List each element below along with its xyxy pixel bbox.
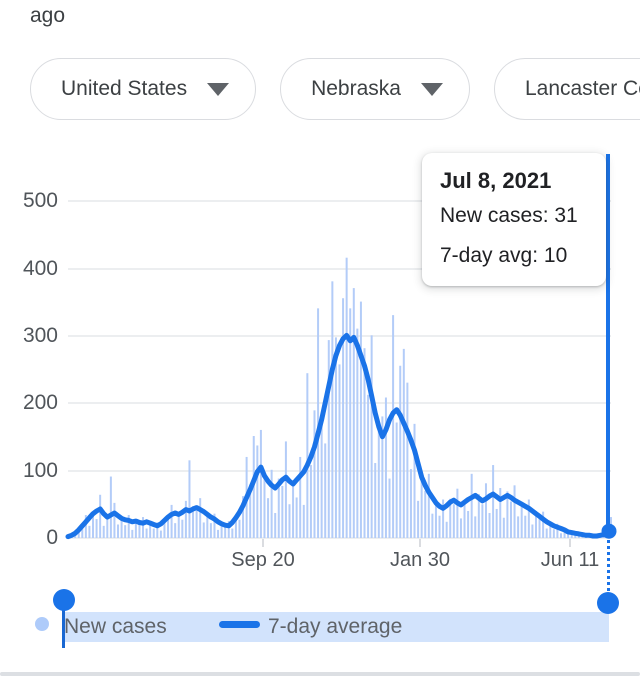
y-axis-label: 500 <box>22 189 58 212</box>
filter-state-pill[interactable]: Nebraska <box>280 58 470 120</box>
selection-line <box>606 154 610 538</box>
x-axis-tick <box>569 539 571 547</box>
x-axis-tick <box>419 539 421 547</box>
filter-country-label: United States <box>61 77 188 100</box>
y-axis-label: 200 <box>22 391 58 414</box>
y-axis-label: 300 <box>22 324 58 347</box>
legend-avg-label: 7-day average <box>268 615 403 638</box>
tooltip-avg: 7-day avg: 10 <box>440 244 568 267</box>
x-axis-tick <box>262 539 264 547</box>
selection-line-dotted <box>607 540 610 592</box>
chevron-down-icon <box>420 82 443 96</box>
filter-county-pill[interactable]: Lancaster Co <box>493 58 640 120</box>
x-axis-label: Jan 30 <box>389 549 451 571</box>
chevron-down-icon <box>207 82 230 96</box>
gridline <box>68 268 611 270</box>
filter-state-label: Nebraska <box>311 77 401 100</box>
y-axis-label: 400 <box>22 257 58 280</box>
y-axis-label: 0 <box>46 526 58 549</box>
gridline <box>68 200 611 202</box>
filter-country-pill[interactable]: United States <box>30 58 257 120</box>
filter-county-label: Lancaster Co <box>524 77 640 100</box>
bottom-divider <box>0 672 640 676</box>
legend-new-cases-label: New cases <box>64 615 167 638</box>
tooltip-new-cases: New cases: 31 <box>440 204 578 227</box>
new-cases-bars <box>67 257 612 538</box>
tooltip: Jul 8, 2021 New cases: 31 7-day avg: 10 <box>422 153 606 286</box>
avg-line-swatch-icon <box>219 621 260 628</box>
new-cases-swatch-icon <box>35 617 49 631</box>
slider-left-stem <box>62 609 65 648</box>
slider-left-handle[interactable] <box>53 589 75 611</box>
x-axis-label: Jun 11 <box>540 549 600 571</box>
filter-row: United States Nebraska Lancaster Co <box>30 58 640 120</box>
y-axis-label: 100 <box>22 459 58 482</box>
slider-selected-range[interactable] <box>62 612 609 642</box>
tooltip-date: Jul 8, 2021 <box>440 168 552 193</box>
x-axis-label: Sep 20 <box>231 549 295 571</box>
seven-day-average-line <box>65 332 614 540</box>
updated-text: ago <box>30 4 66 27</box>
plot-svg[interactable] <box>65 153 617 540</box>
gridline <box>68 335 611 337</box>
slider-right-handle[interactable] <box>597 592 619 614</box>
